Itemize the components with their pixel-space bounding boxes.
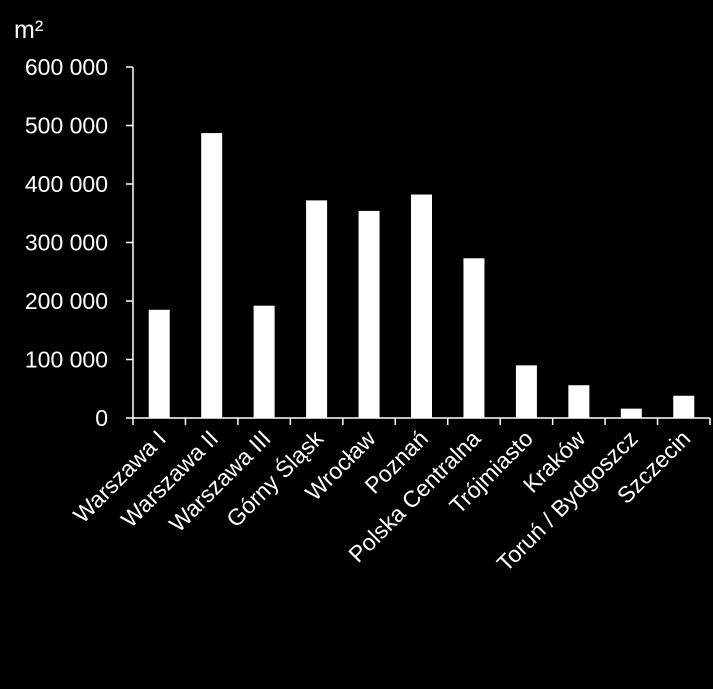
bar [568, 385, 590, 418]
y-tick-label: 600 000 [25, 54, 108, 80]
bar [358, 210, 380, 418]
bar [201, 133, 223, 419]
y-tick-label: 0 [95, 405, 108, 431]
bar [463, 258, 485, 418]
y-tick-label: 300 000 [25, 230, 108, 256]
bar [673, 395, 695, 418]
y-tick-label: 200 000 [25, 288, 108, 314]
bar [306, 200, 328, 418]
y-axis-unit-label: m² [14, 16, 43, 44]
bar [620, 408, 642, 418]
y-tick-label: 100 000 [25, 347, 108, 373]
bar [148, 309, 170, 418]
bar [411, 194, 432, 418]
y-tick-label: 400 000 [25, 171, 108, 197]
bar [253, 305, 275, 418]
bar [515, 365, 537, 418]
y-tick-label: 500 000 [25, 113, 108, 139]
